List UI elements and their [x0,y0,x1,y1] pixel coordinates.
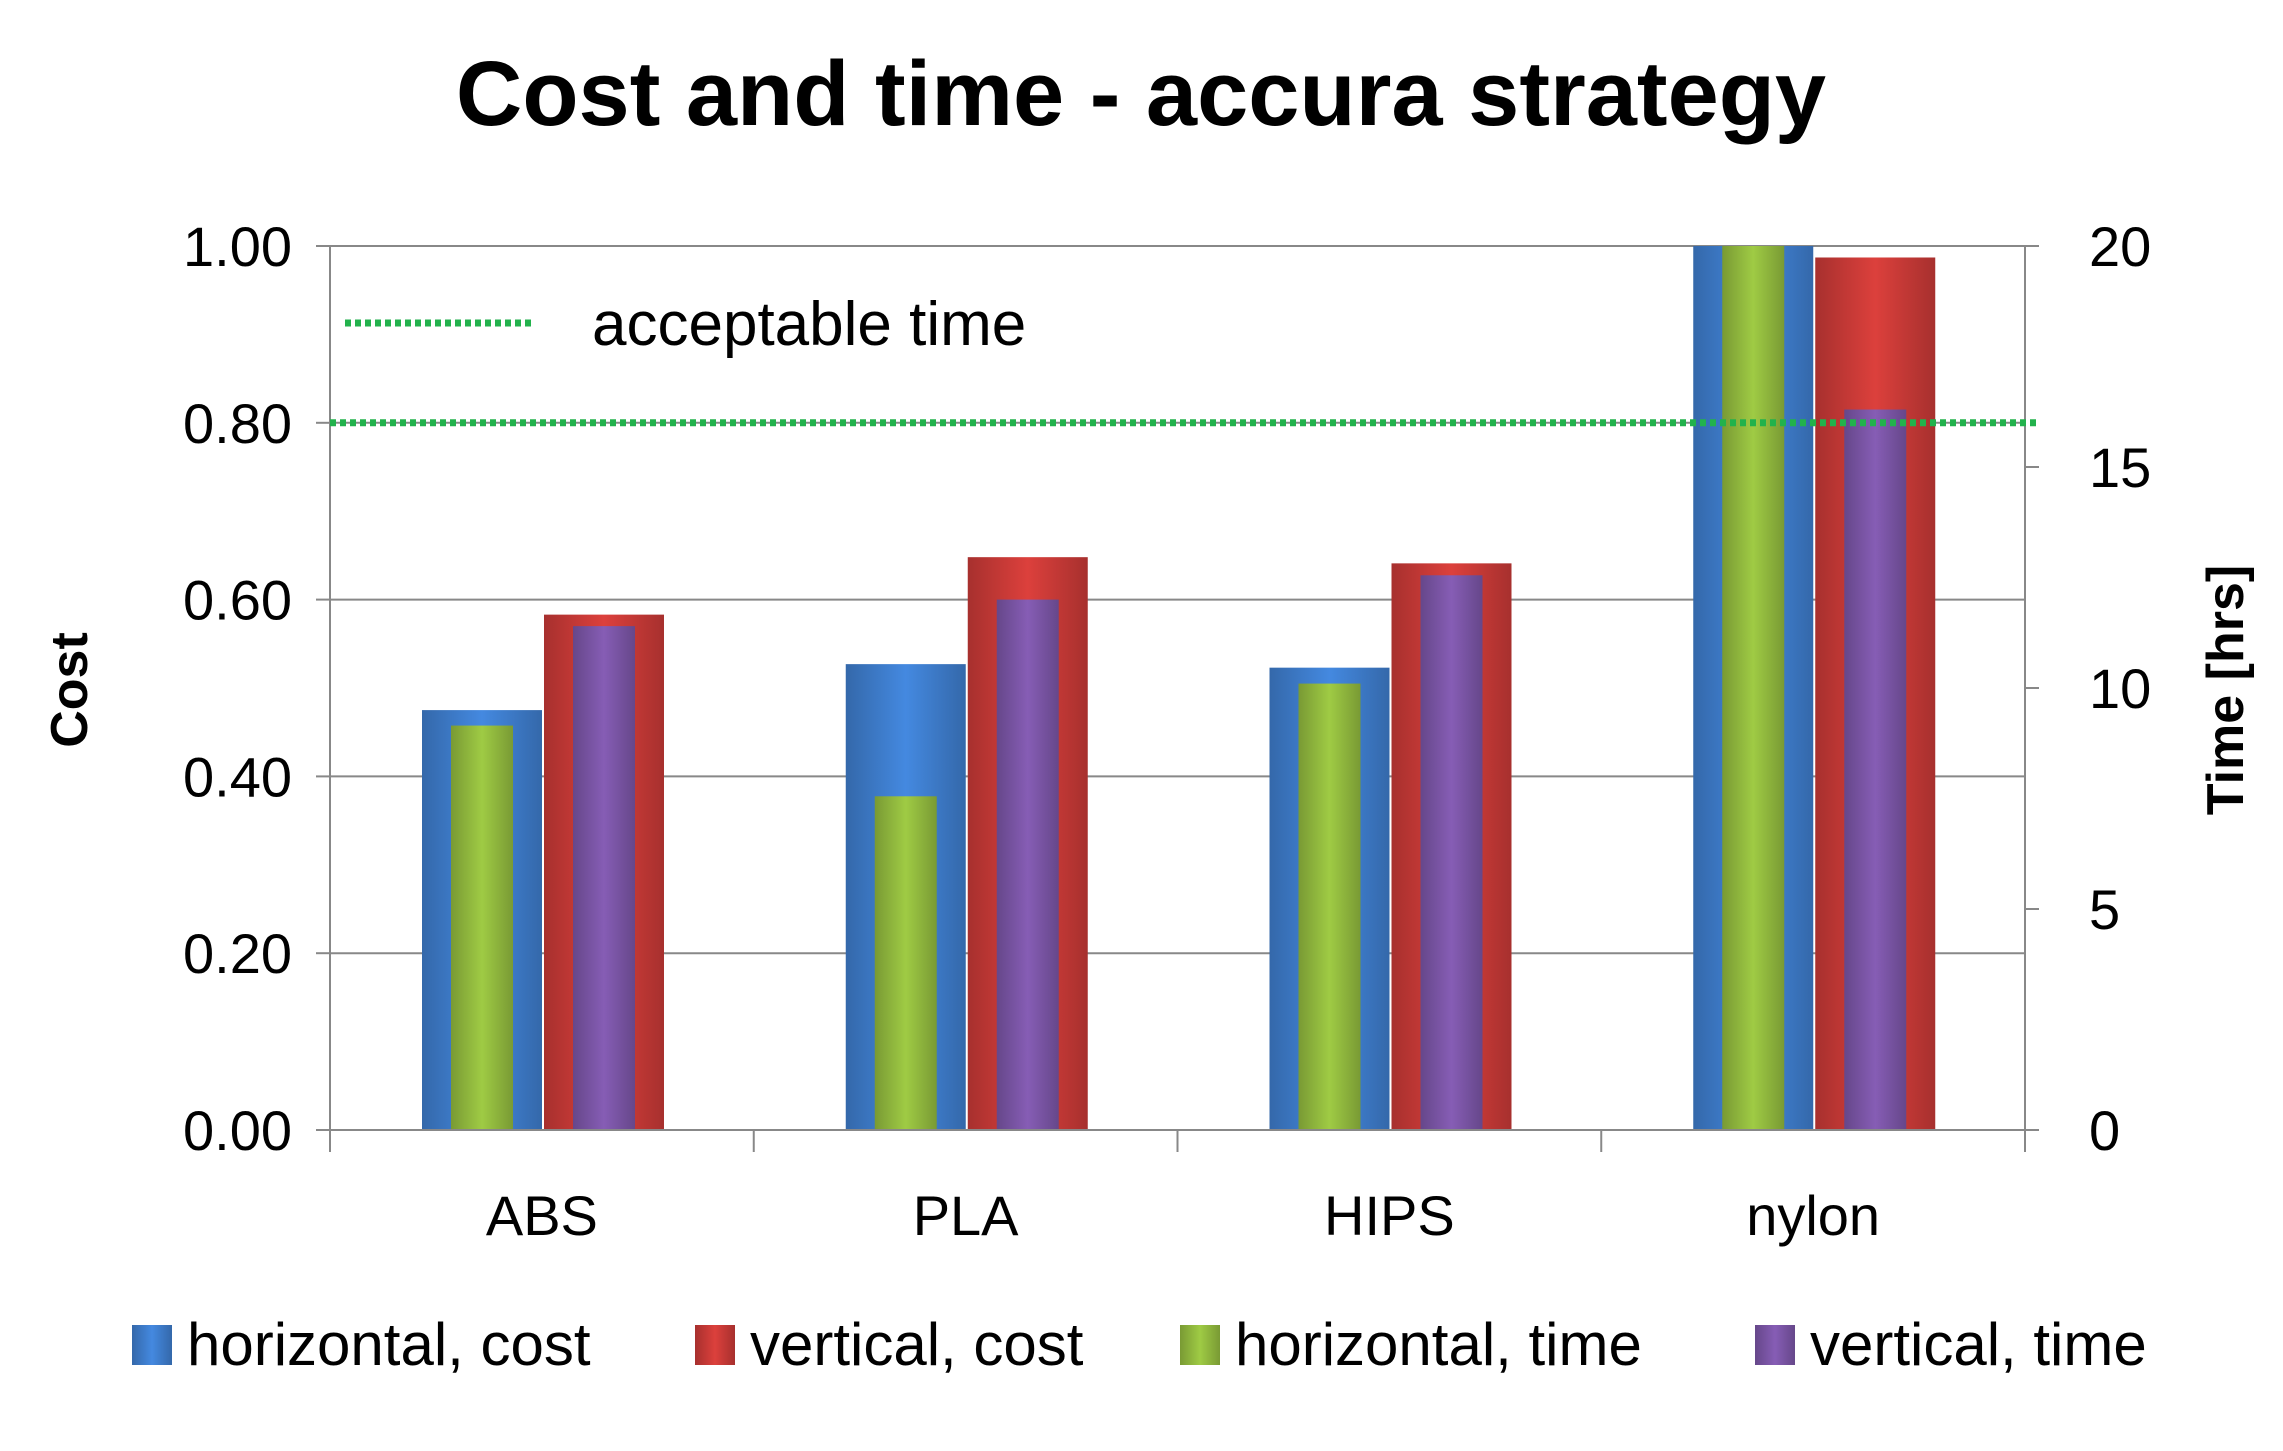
legend-label: horizontal, time [1235,1311,1642,1378]
x-category-label: nylon [1746,1184,1880,1247]
bar-vertical-time-nylon [1844,409,1907,1130]
y-right-tick-label: 20 [2089,215,2151,278]
y-right-tick-label: 10 [2089,657,2151,720]
y-axis-left-label: Cost [41,632,99,748]
legend-label: vertical, time [1810,1311,2147,1378]
y-left-tick-label: 0.80 [183,392,292,455]
bar-horizontal-time-nylon [1722,246,1785,1130]
legend-label: vertical, cost [750,1311,1084,1378]
y-left-tick-label: 0.00 [183,1099,292,1162]
legend-swatch-horizontal-time [1180,1325,1220,1365]
bar-vertical-time-abs [573,626,635,1130]
legend-label: horizontal, cost [187,1311,591,1378]
bars [422,246,1936,1130]
reference-line-group: acceptable time [330,290,2037,427]
y-right-tick-label: 15 [2089,436,2151,499]
axes [316,245,2039,1152]
y-left-tick-label: 0.60 [183,569,292,632]
y-right-tick-label: 5 [2089,878,2120,941]
bar-horizontal-time-hips [1298,683,1361,1130]
y-left-tick-label: 1.00 [183,215,292,278]
bar-horizontal-time-pla [874,796,937,1130]
tick-labels: 0.00 0.20 0.40 0.60 0.80 1.00 0 5 10 15 20 ABS PLA HI… [183,215,2151,1247]
legend-swatch-horizontal-cost [132,1325,172,1365]
x-category-label: ABS [486,1184,598,1247]
y-left-tick-label: 0.40 [183,745,292,808]
bar-vertical-time-hips [1420,575,1483,1130]
chart-title: Cost and time - accura strategy [456,43,1826,145]
legend-swatch-vertical-time [1755,1325,1795,1365]
y-right-tick-label: 0 [2089,1099,2120,1162]
bar-horizontal-time-abs [451,725,513,1130]
y-axis-right-label: Time [hrs] [2197,565,2255,815]
legend: horizontal, cost vertical, cost horizontal… [132,1311,2147,1378]
y-left-tick-label: 0.20 [183,922,292,985]
bar-vertical-time-pla [996,599,1059,1130]
acceptable-time-label: acceptable time [592,290,1026,359]
legend-swatch-vertical-cost [695,1325,735,1365]
x-category-label: PLA [913,1184,1019,1247]
x-category-label: HIPS [1324,1184,1455,1247]
